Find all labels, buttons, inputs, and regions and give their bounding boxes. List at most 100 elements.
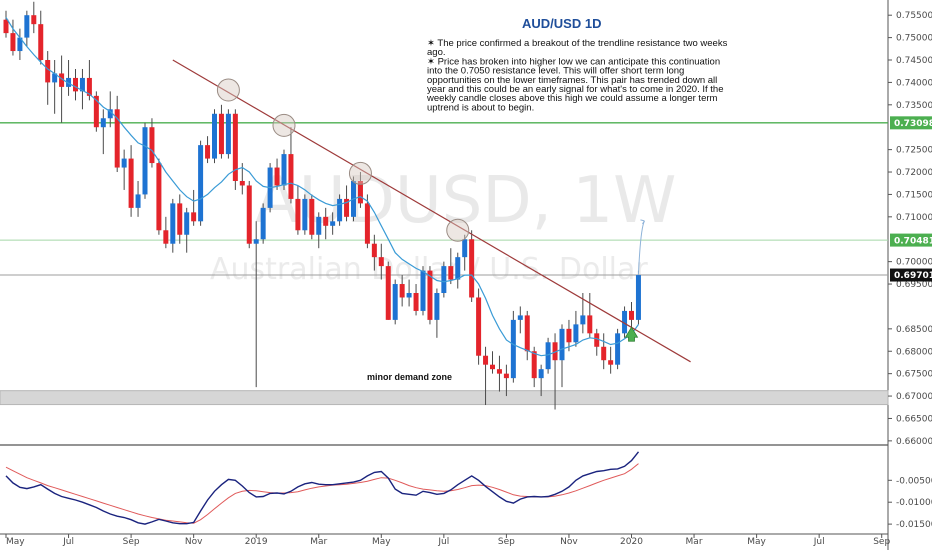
annotation-line: ✶ The price confirmed a breakout of the … <box>427 38 728 49</box>
candle-body <box>93 95 99 128</box>
candle-body <box>413 293 419 311</box>
chart-title: AUD/USD 1D <box>522 16 601 31</box>
candle-body <box>225 113 231 155</box>
candle-body <box>580 315 586 325</box>
candle-body <box>198 145 204 222</box>
candle-body <box>142 127 148 195</box>
moving-average <box>5 17 639 357</box>
candle-body <box>399 284 405 298</box>
candle-body <box>100 118 106 128</box>
candle-body <box>364 203 370 244</box>
x-tick-label: Sep <box>498 537 515 547</box>
candle-body <box>496 369 502 374</box>
price-tag-box <box>890 233 932 247</box>
x-tick-label: May <box>6 537 25 547</box>
price-axis[interactable]: 0.75500 0.75000 0.74500 0.74000 0.73500 0.725… <box>888 11 932 447</box>
annotation-line: ✶ Price has broken into higher low we ca… <box>427 56 720 67</box>
price-tags: 0.73098 0.70481 0.69701 <box>890 116 932 282</box>
candle-body <box>128 158 134 208</box>
y-tick-label: 0.70000 <box>896 258 932 268</box>
x-tick-label: Nov <box>560 537 578 547</box>
x-tick-label: Sep <box>123 537 140 547</box>
candle-body <box>323 216 329 226</box>
y-tick-label: 0.71500 <box>896 190 932 200</box>
candle-body <box>406 293 412 298</box>
y-tick-label: 0.67000 <box>896 392 932 402</box>
candle-body <box>205 145 211 159</box>
annotation-line: weekly candle closes above this high we … <box>426 93 718 104</box>
candle-body <box>45 60 51 83</box>
candle-body <box>218 113 224 155</box>
x-tick-label: Jul <box>437 537 449 547</box>
x-tick-label: Nov <box>185 537 203 547</box>
candle-body <box>594 333 600 347</box>
candle-body <box>573 324 579 343</box>
price-tag-box <box>890 116 932 130</box>
candle-body <box>531 351 537 379</box>
y-tick-label: 0.68000 <box>896 347 932 357</box>
candle-body <box>357 180 363 204</box>
candle-body <box>371 243 377 258</box>
x-tick-label: May <box>747 537 766 547</box>
y-tick-label: 0.72500 <box>896 146 932 156</box>
candle-body <box>462 239 468 258</box>
candle-body <box>274 167 280 186</box>
trendline-line <box>172 59 691 363</box>
y-tick-label: 0.75500 <box>896 11 932 21</box>
x-tick-label: 2020 <box>620 537 643 547</box>
annotation-line: year and this could be an early signal f… <box>427 84 724 95</box>
candle-body <box>86 77 92 96</box>
y-tick-label: 0.69500 <box>896 280 932 290</box>
candle-body <box>163 230 169 244</box>
watermark: AUDUSD, 1W Australian Dollar / U.S. Doll… <box>210 164 676 287</box>
candle-body <box>622 310 628 334</box>
candle-body <box>427 270 433 320</box>
y-tick-label: 0.72000 <box>896 168 932 178</box>
candle-body <box>635 275 641 320</box>
x-tick-label: Mar <box>310 537 327 547</box>
candle-body <box>337 198 343 222</box>
candle-body <box>38 24 44 61</box>
candle-body <box>302 198 308 231</box>
candle-body <box>490 364 495 370</box>
candle-body <box>378 257 384 267</box>
candle-body <box>246 185 252 244</box>
price-tag-label: 0.73098 <box>894 119 932 129</box>
candle-body <box>121 158 127 168</box>
annotation-line: into the 0.7050 resistance level. This w… <box>427 66 684 77</box>
candle-body <box>385 266 391 320</box>
candle-body <box>212 113 217 159</box>
candle-body <box>330 221 336 226</box>
candle-body <box>469 239 475 298</box>
candle-body <box>455 257 461 280</box>
candle-body <box>559 328 565 361</box>
candle-body <box>10 33 16 52</box>
annotation-line: uptrend is about to begin. <box>427 102 534 113</box>
x-tick-label: May <box>372 537 391 547</box>
candle-body <box>517 315 523 320</box>
candlestick-series <box>3 1 641 410</box>
y-tick-label: 0.71000 <box>896 213 932 223</box>
touch-circle <box>272 113 296 137</box>
price-tag-label: 0.69701 <box>894 271 932 281</box>
candle-body <box>295 198 301 231</box>
time-axis[interactable]: May Jul Sep Nov 2019 Mar May Jul Sep Nov 2020 Mar Ma… <box>5 534 890 547</box>
candle-body <box>135 194 141 208</box>
candle-body <box>170 203 176 244</box>
candle-body <box>608 360 614 365</box>
osc-tick-label: -0.01000 <box>896 498 932 508</box>
candle-body <box>232 113 238 181</box>
x-tick-label: Jul <box>62 537 74 547</box>
oscillator-pane: -0.00500 -0.01000 -0.01500 <box>5 451 932 530</box>
annotation-line: ago. <box>427 47 446 58</box>
x-tick-label: Mar <box>686 537 703 547</box>
annotation-line: opportunities on the lower timeframes. T… <box>427 75 717 86</box>
y-tick-label: 0.74000 <box>896 78 932 88</box>
candle-body <box>420 270 426 311</box>
y-tick-label: 0.66500 <box>896 414 932 424</box>
annotation-text: AUD/USD 1D ✶ The price confirmed a break… <box>426 16 728 113</box>
breakout-arrow <box>624 326 639 342</box>
candle-body <box>601 346 607 361</box>
candle-body <box>184 212 190 235</box>
